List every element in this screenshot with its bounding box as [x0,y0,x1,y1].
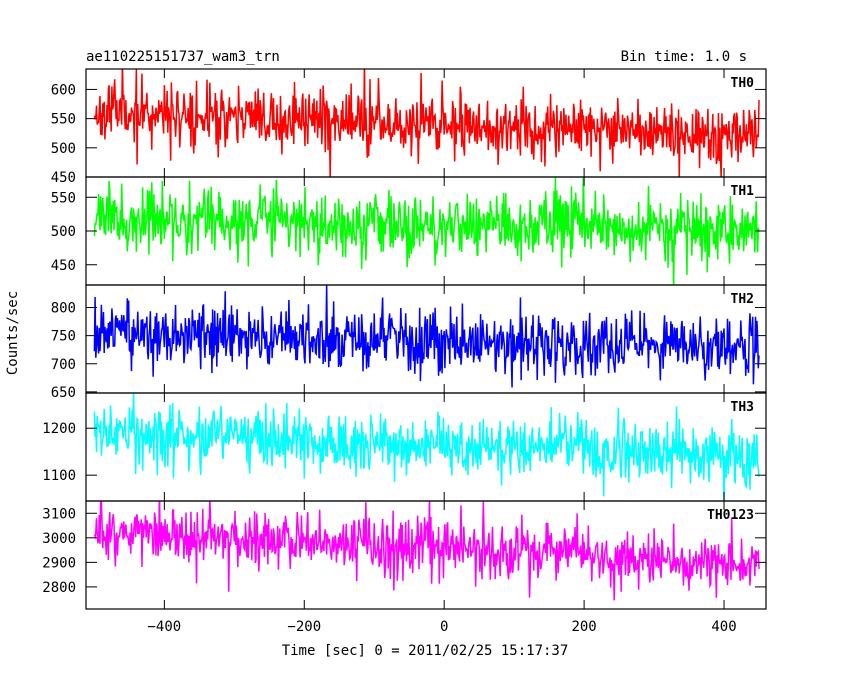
panels-group: 450 500 550 600 TH0 450 500 550 TH1 650 700 750 800 T… [42,68,767,635]
panel-th1: 450 500 550 TH1 [51,176,767,286]
series-line-th0123 [93,501,760,601]
panel-th0: 450 500 550 600 TH0 [51,68,767,186]
y-tick-label: 650 [51,385,76,401]
series-line-th3 [93,393,760,501]
bin-time-label: Bin time: 1.0 s [621,49,747,65]
panel-th0123: 2800 2900 3000 3100 TH0123 [42,500,767,610]
series-label-th2: TH2 [731,292,754,307]
series-line-th1 [93,177,760,285]
y-tick-label: 1200 [42,421,76,437]
y-tick-label: 450 [51,170,76,186]
x-tick-label: 0 [440,619,448,635]
y-axis-label: Counts/sec [5,291,21,375]
x-tick-label: −400 [147,619,181,635]
panel-th2: 650 700 750 800 TH2 [51,284,767,401]
y-tick-label: 3100 [42,506,76,522]
y-tick-label: 750 [51,329,76,345]
series-label-th3: TH3 [731,400,754,415]
series-label-th1: TH1 [731,184,755,199]
y-tick-label: 2900 [42,555,76,571]
panel-th3: 1100 1200 TH3 [42,392,767,502]
x-axis-label: Time [sec] 0 = 2011/02/25 15:17:37 [282,643,569,659]
y-tick-label: 3000 [42,531,76,547]
y-tick-label: 550 [51,190,76,206]
y-tick-label: 600 [51,82,76,98]
series-line-th2 [93,285,760,388]
y-tick-label: 800 [51,301,76,317]
y-tick-label: 550 [51,112,76,128]
y-tick-label: 450 [51,258,76,274]
x-tick-label: −200 [287,619,321,635]
chart-title: ae110225151737_wam3_trn [86,49,280,65]
y-tick-label: 700 [51,357,76,373]
y-tick-label: 500 [51,224,76,240]
series-label-th0123: TH0123 [707,508,754,523]
series-label-th0: TH0 [731,76,755,91]
y-tick-label: 2800 [42,580,76,596]
series-line-th0 [93,69,760,177]
x-tick-label: 400 [711,619,736,635]
x-tick-label: 200 [571,619,596,635]
y-tick-label: 500 [51,141,76,157]
y-tick-label: 1100 [42,468,76,484]
panel-frame-th0123 [85,500,767,610]
